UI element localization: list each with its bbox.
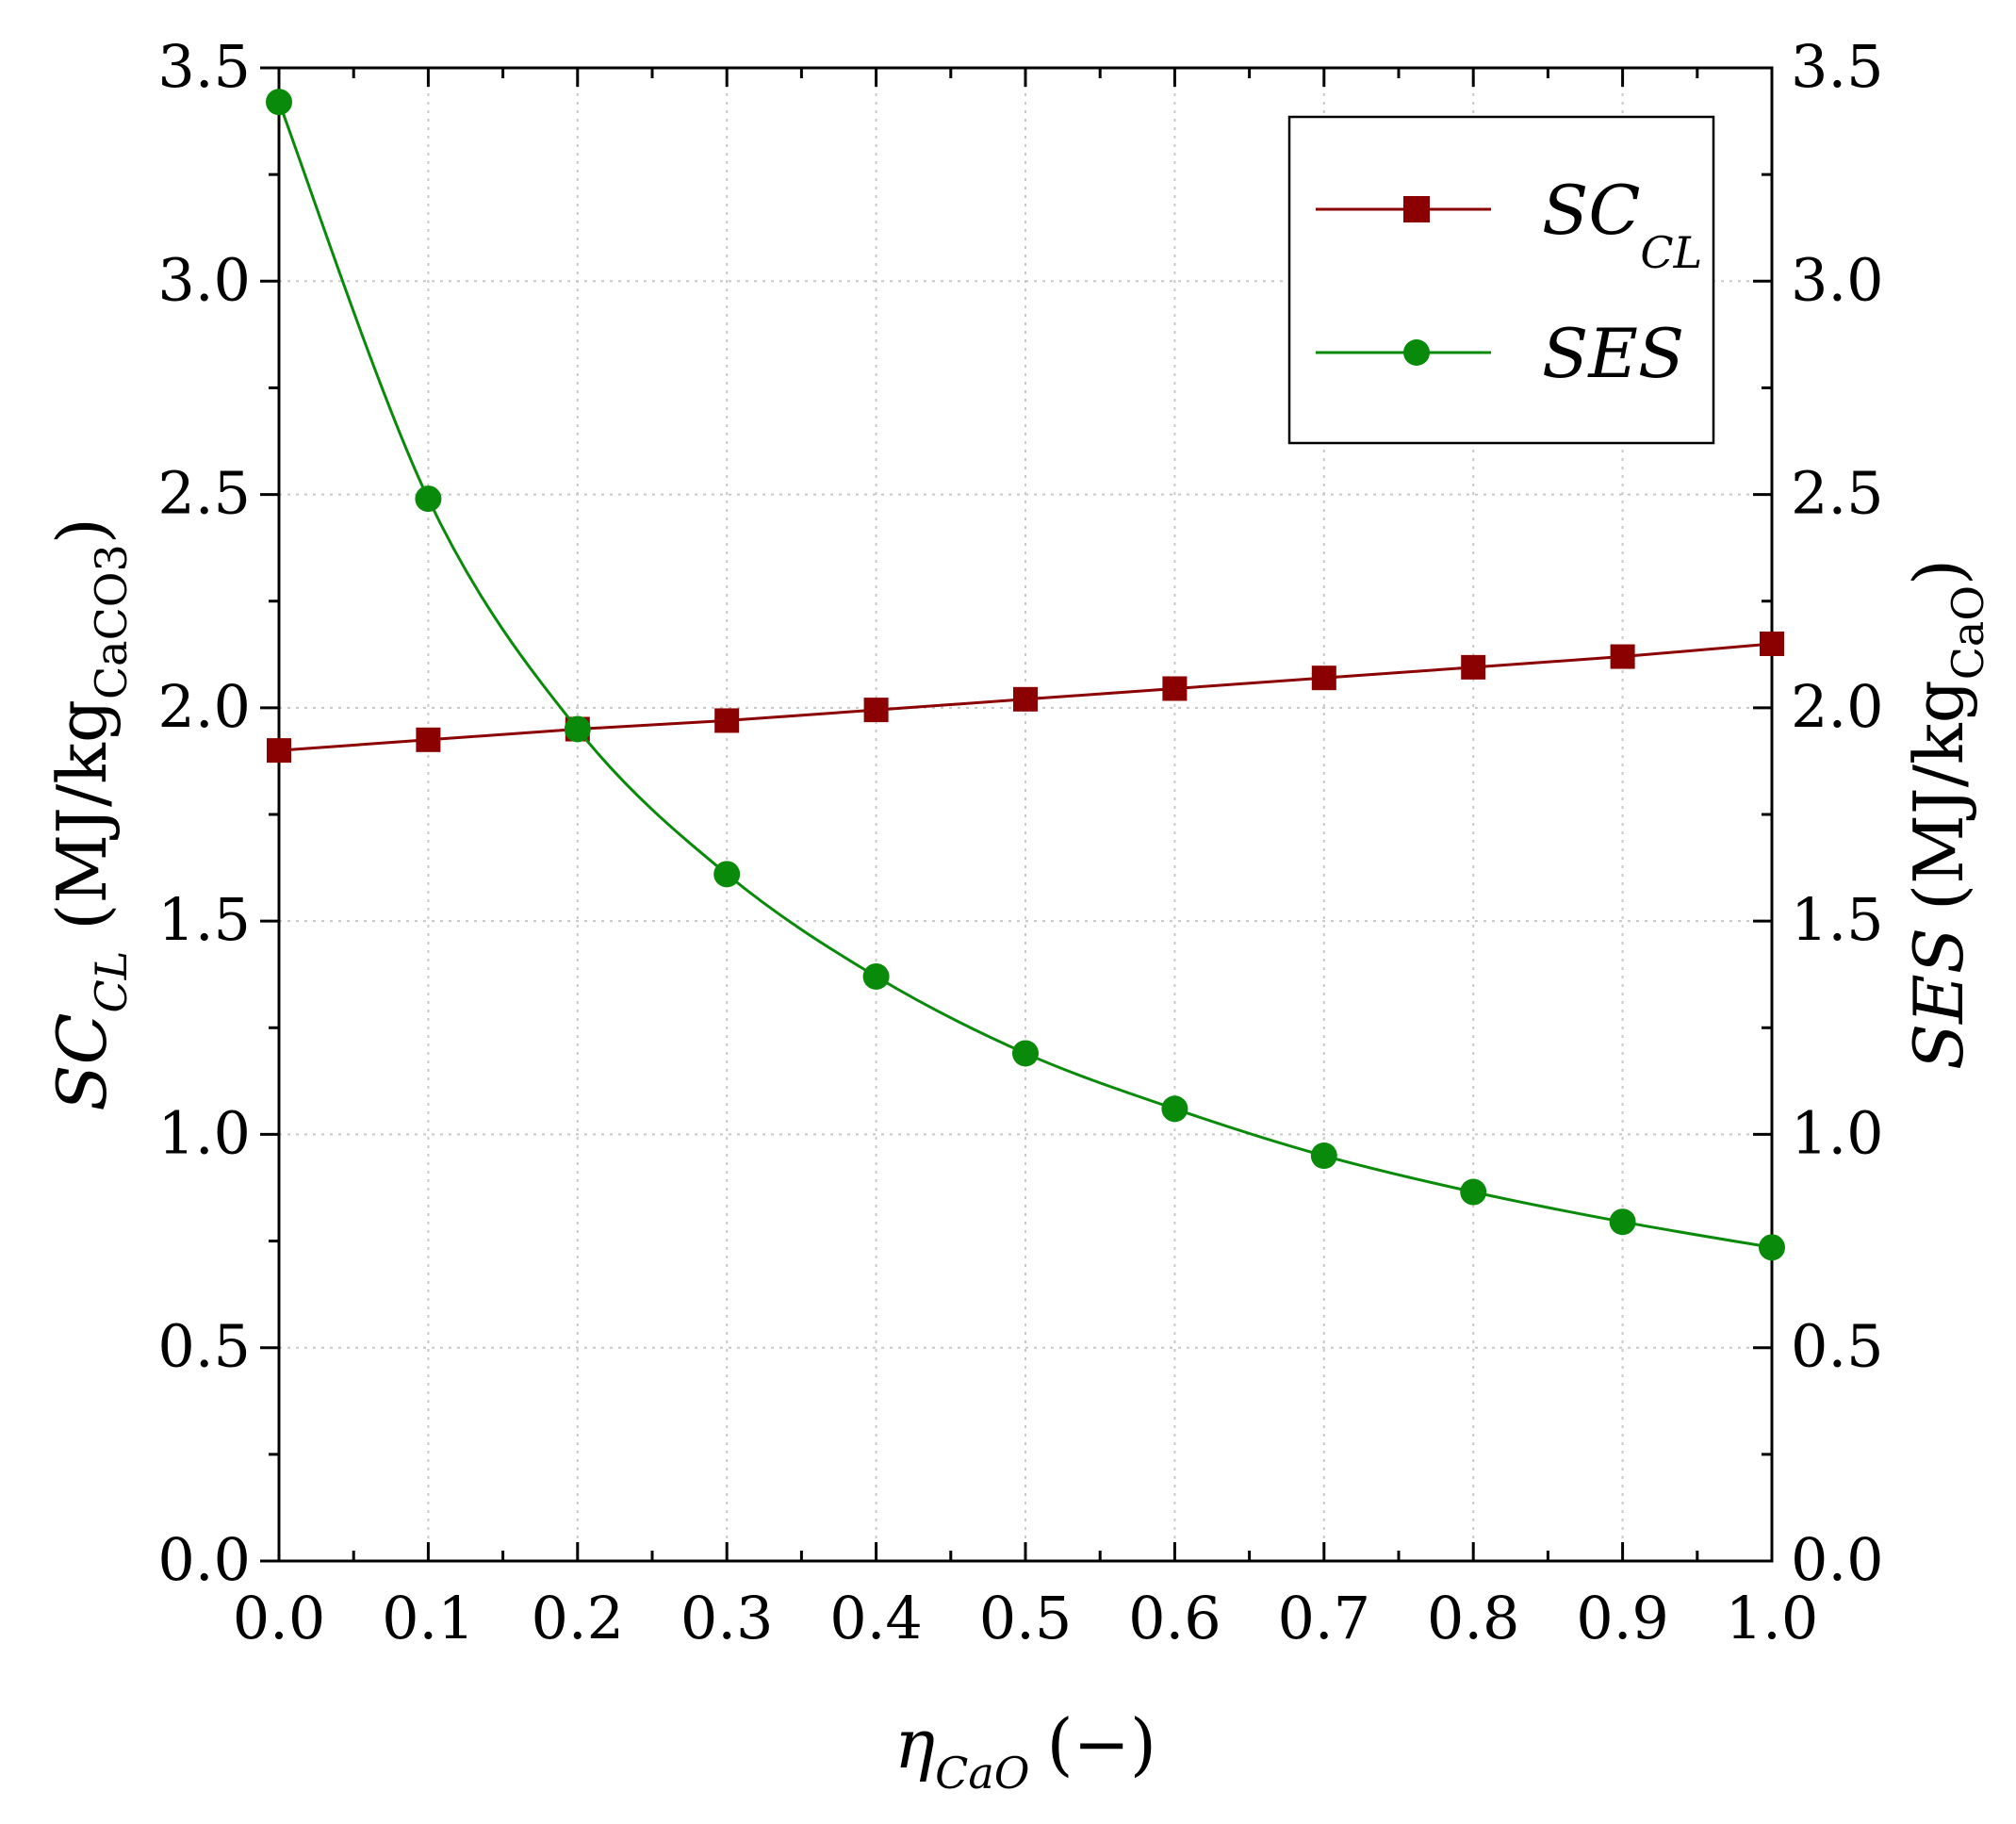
x-axis-label-sub: CaO xyxy=(935,1748,1029,1799)
legend-item-sc-cl: SCCL xyxy=(1316,171,1702,278)
axis-ticks: 0.0 0.1 0.2 0.3 0.4 0.5 0.6 0.7 0.8 0.9 1.00.0 0.00… xyxy=(157,32,1883,1652)
data-point-sc-cl xyxy=(1013,686,1038,712)
y-right-label-unit-sub: CaO xyxy=(1942,585,1993,680)
x-axis-label-unit: (−) xyxy=(1046,1704,1156,1783)
x-tick-label: 0.3 xyxy=(680,1584,774,1652)
y-right-tick-label: 2.0 xyxy=(1791,672,1884,741)
x-tick-label: 0.9 xyxy=(1576,1584,1669,1652)
y-left-label-unit-close: ) xyxy=(42,518,122,544)
y-left-tick-label: 2.0 xyxy=(157,672,251,741)
legend-label-main: SC xyxy=(1542,171,1640,250)
y-right-tick-label: 3.5 xyxy=(1791,32,1884,101)
y-left-tick-label: 1.5 xyxy=(157,885,251,954)
y-left-label-sub: CL xyxy=(86,951,137,1013)
y-right-tick-label: 3.0 xyxy=(1791,245,1884,314)
y-axis-label-left: SCCL (MJ/kgCaCO3) xyxy=(42,518,137,1111)
data-point-ses xyxy=(1609,1208,1636,1236)
y-right-label-main: SES xyxy=(1899,928,1978,1070)
x-tick-label: 1.0 xyxy=(1726,1584,1819,1652)
y-left-tick-label: 1.0 xyxy=(157,1098,251,1167)
data-point-sc-cl xyxy=(267,738,291,764)
y-left-label-unit: (MJ/kg xyxy=(42,699,122,930)
x-tick-label: 0.7 xyxy=(1277,1584,1370,1652)
legend-marker-circle xyxy=(1403,339,1430,366)
data-point-sc-cl xyxy=(714,708,740,733)
y-left-tick-label: 2.5 xyxy=(157,459,251,528)
y-left-tick-label: 0.0 xyxy=(157,1525,251,1594)
series-layer xyxy=(266,89,1785,1261)
data-point-ses xyxy=(564,715,591,743)
x-tick-label: 0.6 xyxy=(1128,1584,1221,1652)
data-point-ses xyxy=(713,861,741,888)
data-point-sc-cl xyxy=(1311,666,1336,691)
data-point-sc-cl xyxy=(416,727,441,752)
y-right-tick-label: 0.5 xyxy=(1791,1312,1884,1381)
x-tick-label: 0.8 xyxy=(1427,1584,1520,1652)
data-point-sc-cl xyxy=(863,698,889,723)
y-right-tick-label: 1.0 xyxy=(1791,1098,1884,1167)
legend-label-sc-cl: SCCL xyxy=(1542,171,1702,278)
legend: SCCL SES xyxy=(1287,115,1715,445)
y-axis-label-right: SES (MJ/kgCaO) xyxy=(1899,559,1993,1070)
x-tick-label: 0.1 xyxy=(382,1584,475,1652)
data-point-ses xyxy=(1310,1142,1337,1170)
y-right-label-unit: (MJ/kg xyxy=(1899,680,1978,911)
legend-label-main: SES xyxy=(1542,314,1684,393)
legend-item-ses: SES xyxy=(1316,314,1684,393)
legend-label-ses: SES xyxy=(1542,314,1684,393)
data-point-sc-cl xyxy=(1760,631,1784,656)
legend-marker-square xyxy=(1403,196,1430,222)
data-point-ses xyxy=(1460,1178,1487,1206)
y-left-label-unit-sub: CaCO3 xyxy=(86,544,137,699)
data-point-sc-cl xyxy=(1461,654,1486,680)
x-axis-label-main: η xyxy=(894,1704,935,1783)
y-right-tick-label: 0.0 xyxy=(1791,1525,1884,1594)
data-point-ses xyxy=(415,485,442,513)
data-point-ses xyxy=(266,89,292,116)
data-point-sc-cl xyxy=(1162,676,1188,701)
y-left-tick-label: 3.5 xyxy=(157,32,251,101)
y-right-tick-label: 1.5 xyxy=(1791,885,1884,954)
y-left-tick-label: 3.0 xyxy=(157,245,251,314)
y-left-label-main: SC xyxy=(42,1012,122,1110)
x-axis-label: ηCaO (−) xyxy=(894,1704,1156,1799)
x-tick-label: 0.4 xyxy=(829,1584,923,1652)
data-point-ses xyxy=(1161,1095,1188,1123)
x-tick-label: 0.2 xyxy=(531,1584,624,1652)
data-point-sc-cl xyxy=(1610,644,1635,669)
legend-box xyxy=(1287,115,1715,445)
data-point-ses xyxy=(862,962,890,990)
data-point-ses xyxy=(1759,1234,1785,1261)
y-right-tick-label: 2.5 xyxy=(1791,459,1884,528)
x-tick-label: 0.5 xyxy=(979,1584,1073,1652)
y-left-tick-label: 0.5 xyxy=(157,1312,251,1381)
legend-label-sub: CL xyxy=(1640,227,1702,278)
data-point-ses xyxy=(1012,1040,1039,1067)
y-right-label-unit-close: ) xyxy=(1899,559,1978,585)
x-tick-label: 0.0 xyxy=(233,1584,326,1652)
